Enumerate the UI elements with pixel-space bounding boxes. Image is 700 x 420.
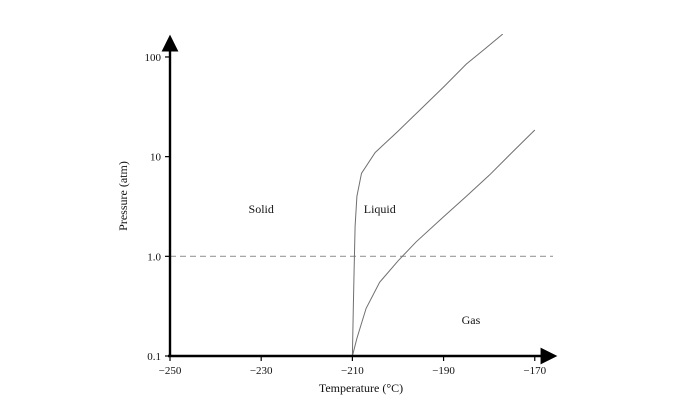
gas-region-label: Gas <box>462 313 481 327</box>
y-tick-label: 100 <box>145 52 162 64</box>
y-axis-ticks: 0.1 1.0 10 100 <box>145 52 170 363</box>
x-tick-label: −250 <box>159 365 182 377</box>
x-tick-label: −170 <box>523 365 546 377</box>
x-tick-label: −190 <box>432 365 455 377</box>
y-tick-label: 0.1 <box>147 351 161 363</box>
y-tick-label: 10 <box>150 152 162 164</box>
melting-curve <box>351 34 504 356</box>
x-axis-title: Temperature (°C) <box>319 381 403 395</box>
x-tick-label: −210 <box>341 365 364 377</box>
gas-region <box>170 34 553 356</box>
y-tick-label: 1.0 <box>147 251 161 263</box>
x-tick-label: −230 <box>250 365 273 377</box>
liquid-region-label: Liquid <box>364 202 396 216</box>
x-axis-ticks: −250 −230 −210 −190 −170 <box>159 356 547 377</box>
y-axis-title: Pressure (atm) <box>116 161 130 231</box>
solid-region-label: Solid <box>249 202 274 216</box>
vaporization-curve <box>351 129 536 356</box>
